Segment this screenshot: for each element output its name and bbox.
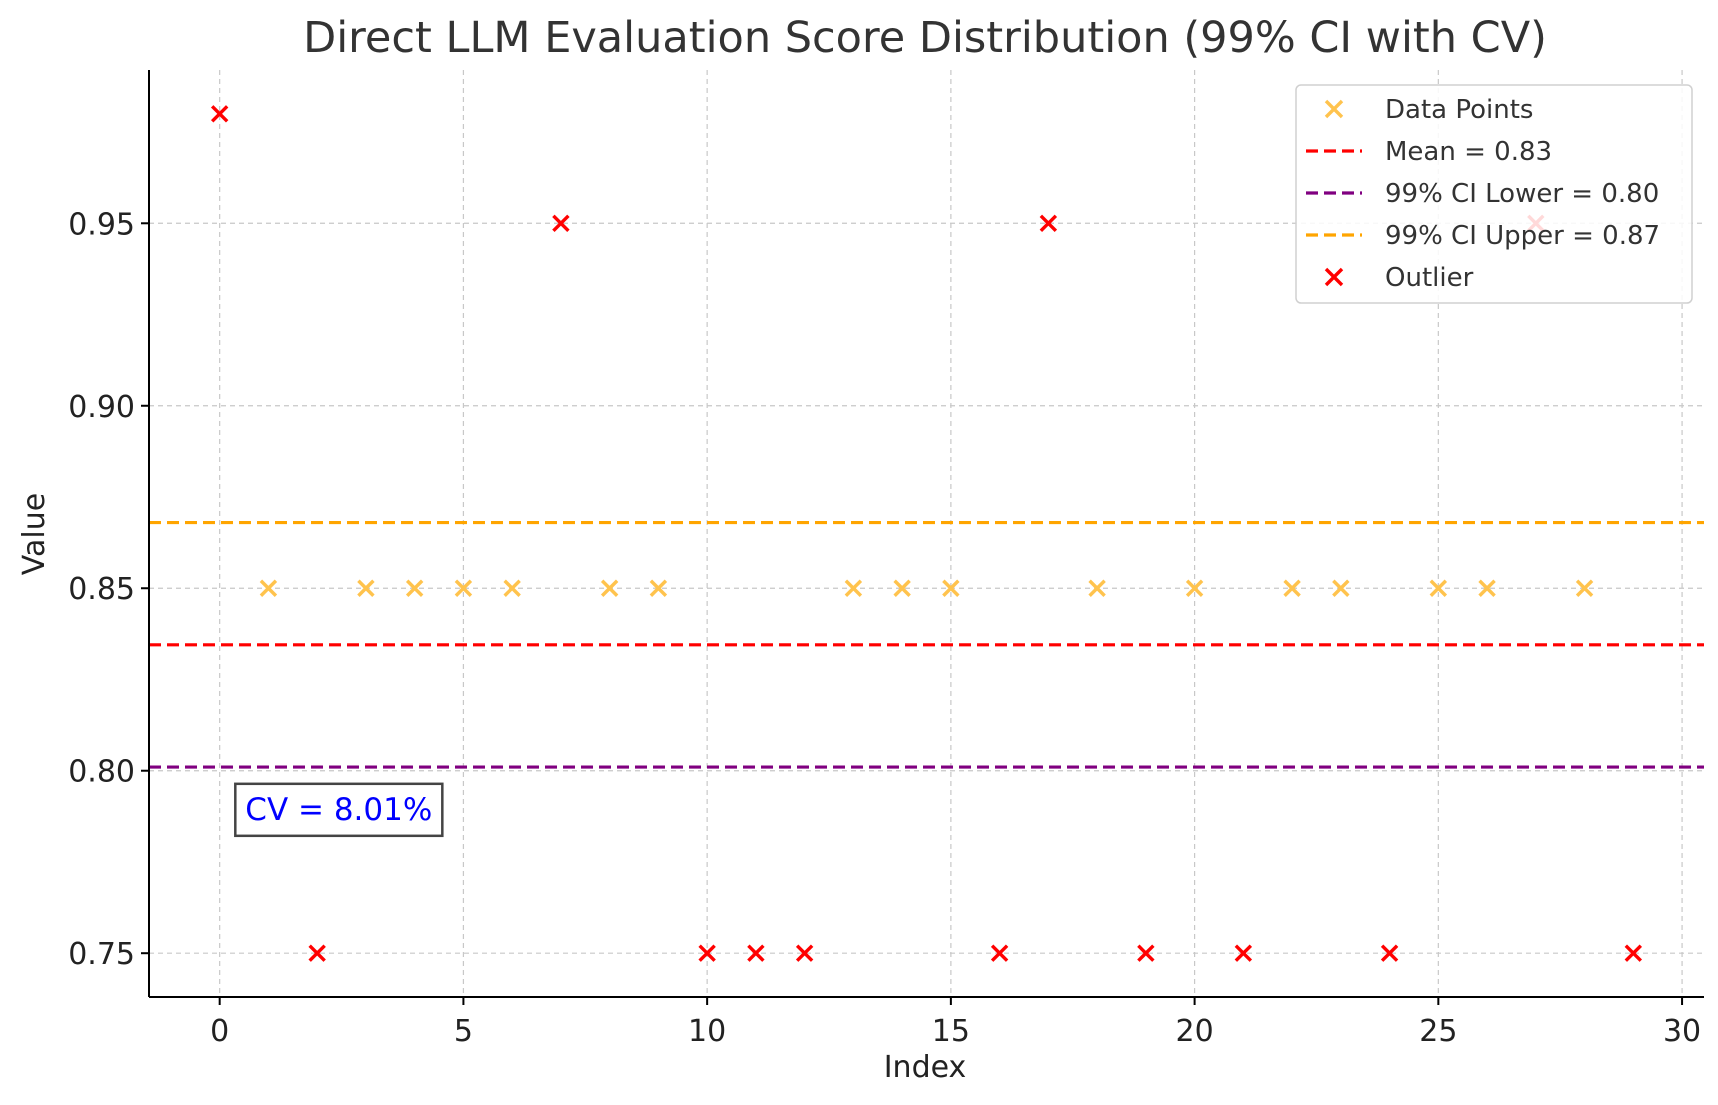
outlier-point <box>210 105 229 123</box>
data-point <box>1478 579 1496 597</box>
legend-marker <box>1324 99 1344 119</box>
data-point <box>405 579 424 597</box>
y-tick-label: 0.75 <box>68 937 135 972</box>
y-tick-label: 0.90 <box>68 390 135 425</box>
cv-annotation-box <box>234 782 444 838</box>
data-point <box>1332 579 1350 597</box>
data-point <box>1283 579 1301 597</box>
outlier-point <box>795 944 814 962</box>
data-point <box>503 579 521 597</box>
cv-annotation-text: CV = 8.01% <box>245 792 432 828</box>
y-tick-label: 0.85 <box>68 572 135 607</box>
data-point <box>259 579 278 597</box>
data-point <box>454 579 473 597</box>
outlier-point <box>1234 944 1253 962</box>
data-point <box>1185 579 1204 597</box>
data-point <box>600 579 619 597</box>
legend-item: 99% CI Lower = 0.80 <box>1306 179 1659 209</box>
data-point <box>357 579 375 597</box>
outlier-point <box>990 944 1009 962</box>
grid <box>149 70 1704 997</box>
outlier-point <box>747 944 765 962</box>
x-tick-label: 20 <box>1176 1014 1214 1049</box>
data-point <box>649 579 668 597</box>
x-tick-label: 15 <box>932 1014 970 1049</box>
data-point <box>844 579 863 597</box>
legend-marker <box>1324 267 1344 287</box>
legend-label: Outlier <box>1385 263 1474 293</box>
axes <box>148 70 1704 998</box>
x-tick-label: 5 <box>454 1014 473 1049</box>
chart-title: Direct LLM Evaluation Score Distribution… <box>303 13 1547 63</box>
outlier-point <box>308 944 326 962</box>
legend-item: Data Points <box>1324 95 1533 125</box>
outlier-point <box>1380 944 1399 962</box>
x-tick-label: 0 <box>210 1014 229 1049</box>
ticks: 0 5 10 15 20 25 30 0.75 0.80 0.85 0.90 0.95 <box>68 207 1701 1049</box>
data-point <box>1575 579 1594 597</box>
outlier-point <box>1624 944 1643 962</box>
outlier-point <box>1137 944 1155 962</box>
y-tick-label: 0.95 <box>68 207 135 242</box>
data-point <box>942 579 960 597</box>
legend-box <box>1295 84 1693 304</box>
legend-item: Mean = 0.83 <box>1306 137 1552 167</box>
legend: Data Points Mean = 0.83 99% CI Lower = 0.8… <box>1295 84 1693 304</box>
legend-item: 99% CI Upper = 0.87 <box>1306 221 1660 251</box>
y-axis-label: Value <box>17 493 52 575</box>
reference-lines <box>149 520 1704 769</box>
data-point <box>1429 579 1448 597</box>
legend-label: 99% CI Lower = 0.80 <box>1385 179 1659 209</box>
legend-label: Data Points <box>1385 95 1533 125</box>
legend-label: 99% CI Upper = 0.87 <box>1385 221 1660 251</box>
legend-label: Mean = 0.83 <box>1385 137 1552 167</box>
x-tick-label: 30 <box>1663 1014 1701 1049</box>
x-tick-label: 10 <box>688 1014 726 1049</box>
cv-annotation: CV = 8.01% <box>234 782 444 838</box>
outlier-point <box>698 944 716 962</box>
x-tick-label: 25 <box>1419 1014 1457 1049</box>
x-axis-label: Index <box>884 1050 967 1085</box>
data-points <box>210 105 1643 962</box>
data-point <box>1088 579 1106 597</box>
legend-item: Outlier <box>1324 263 1474 293</box>
outlier-point <box>552 214 570 232</box>
outlier-point <box>1039 214 1058 232</box>
data-point <box>893 579 911 597</box>
y-tick-label: 0.80 <box>68 755 135 790</box>
